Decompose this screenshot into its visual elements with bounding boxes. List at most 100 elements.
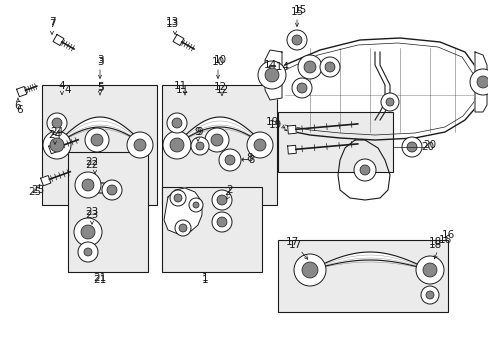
Circle shape [291, 78, 311, 98]
Text: 3: 3 [97, 55, 103, 65]
Circle shape [78, 242, 98, 262]
Text: 6: 6 [15, 101, 21, 111]
Text: 12: 12 [213, 82, 226, 92]
Circle shape [81, 225, 95, 239]
Circle shape [406, 142, 416, 152]
Circle shape [425, 291, 433, 299]
Circle shape [302, 262, 317, 278]
Text: 15: 15 [290, 7, 303, 17]
Circle shape [476, 76, 488, 88]
Polygon shape [41, 176, 51, 186]
Circle shape [319, 57, 339, 77]
Circle shape [253, 139, 265, 151]
Text: 22: 22 [85, 157, 99, 167]
Circle shape [91, 134, 103, 146]
Polygon shape [309, 252, 429, 270]
Circle shape [52, 118, 62, 128]
Text: 15: 15 [293, 5, 306, 15]
Circle shape [170, 138, 183, 152]
Bar [162, 187, 262, 272]
Circle shape [325, 62, 334, 72]
Circle shape [293, 254, 325, 286]
Text: ←14: ←14 [266, 62, 288, 72]
Text: 14: 14 [263, 60, 276, 70]
Text: 24: 24 [48, 130, 61, 140]
Polygon shape [173, 35, 183, 45]
Text: 24: 24 [50, 127, 63, 137]
Text: 23: 23 [85, 207, 99, 217]
Polygon shape [17, 86, 27, 97]
Circle shape [82, 179, 94, 191]
Circle shape [163, 131, 191, 159]
Text: 1: 1 [201, 275, 208, 285]
Polygon shape [264, 50, 282, 100]
Circle shape [224, 155, 235, 165]
Text: 13: 13 [165, 19, 178, 29]
Text: 5: 5 [97, 82, 103, 92]
Text: ←8: ←8 [240, 155, 255, 165]
Circle shape [296, 83, 306, 93]
Bar [278, 112, 392, 172]
Bar [278, 240, 447, 312]
Text: 5: 5 [97, 83, 103, 93]
Text: 21: 21 [93, 273, 106, 283]
Circle shape [246, 132, 272, 158]
Circle shape [167, 113, 186, 133]
Circle shape [170, 190, 185, 206]
Polygon shape [175, 117, 264, 145]
Text: 19: 19 [268, 120, 281, 130]
Polygon shape [163, 188, 202, 234]
Circle shape [219, 149, 241, 171]
Bar [68, 152, 148, 272]
Text: 7: 7 [49, 19, 55, 29]
Text: 8: 8 [246, 153, 253, 163]
Circle shape [297, 55, 321, 79]
Text: 19: 19 [265, 117, 278, 127]
Circle shape [107, 185, 117, 195]
Circle shape [217, 195, 226, 205]
Text: 18: 18 [427, 240, 441, 250]
Polygon shape [53, 35, 64, 45]
Circle shape [204, 128, 228, 152]
Text: 13: 13 [165, 17, 178, 27]
Text: 20: 20 [423, 140, 436, 150]
Text: 11: 11 [175, 85, 188, 95]
Circle shape [172, 118, 182, 128]
Circle shape [420, 286, 438, 304]
Circle shape [174, 194, 182, 202]
Circle shape [385, 98, 393, 106]
Text: 20: 20 [421, 142, 434, 152]
Text: 23: 23 [85, 210, 99, 220]
Text: 25: 25 [31, 185, 44, 195]
Circle shape [401, 137, 421, 157]
Text: 4: 4 [59, 81, 65, 91]
Text: 17: 17 [288, 240, 301, 250]
Circle shape [75, 172, 101, 198]
Circle shape [258, 61, 285, 89]
Circle shape [380, 93, 398, 111]
Text: 10: 10 [211, 57, 224, 67]
Text: 18: 18 [427, 237, 441, 247]
Circle shape [175, 220, 191, 236]
Circle shape [179, 224, 186, 232]
Text: 11: 11 [173, 81, 186, 91]
Circle shape [353, 159, 375, 181]
Text: 9: 9 [196, 127, 203, 137]
Circle shape [264, 68, 279, 82]
Circle shape [212, 212, 231, 232]
Circle shape [43, 131, 71, 159]
Text: 7: 7 [49, 17, 55, 27]
Circle shape [47, 113, 67, 133]
Circle shape [74, 218, 102, 246]
Bar [162, 85, 276, 205]
Text: 2: 2 [224, 187, 231, 197]
Circle shape [189, 198, 203, 212]
Circle shape [196, 142, 203, 150]
Polygon shape [287, 125, 296, 134]
Circle shape [212, 190, 231, 210]
Text: 1: 1 [201, 273, 208, 283]
Circle shape [217, 217, 226, 227]
Circle shape [304, 61, 315, 73]
Text: 6: 6 [17, 105, 23, 115]
Circle shape [134, 139, 146, 151]
